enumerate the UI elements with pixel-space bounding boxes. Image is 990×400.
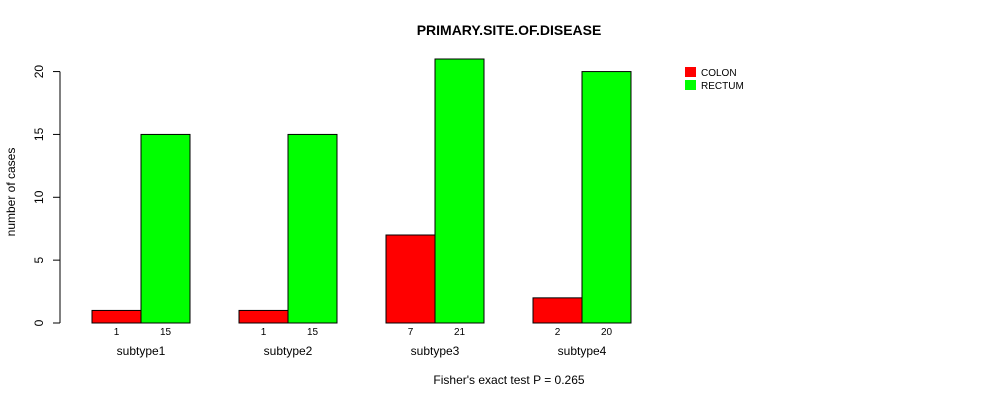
bars-group <box>91 58 632 324</box>
bar-value-label: 15 <box>160 327 172 338</box>
labels-group: 1 15 subtype1 1 15 subtype2 7 21 subtype3 2 20 subt… <box>114 327 613 358</box>
y-axis-label: number of cases <box>4 148 18 237</box>
bar-colon-subtype4 <box>532 297 583 324</box>
bar-value-label: 1 <box>114 327 120 338</box>
legend-label-rectum: RECTUM <box>701 81 744 92</box>
chart-title: PRIMARY.SITE.OF.DISEASE <box>417 22 602 38</box>
x-category-label: subtype2 <box>264 344 313 358</box>
legend: COLON RECTUM <box>685 67 744 92</box>
legend-swatch-colon <box>685 67 696 77</box>
y-tick-label: 5 <box>32 256 46 263</box>
bar-value-label: 7 <box>408 327 414 338</box>
footnote: Fisher's exact test P = 0.265 <box>433 373 584 387</box>
bar-rectum-subtype3 <box>434 58 485 324</box>
y-tick-label: 20 <box>32 65 46 79</box>
bar-rectum-subtype1 <box>140 133 191 324</box>
bar-rectum-subtype2 <box>287 133 338 324</box>
bar-rectum-subtype4 <box>581 71 632 324</box>
y-tick-label: 0 <box>32 319 46 326</box>
y-axis: 0 5 10 15 20 <box>32 65 61 326</box>
legend-swatch-rectum <box>685 80 696 90</box>
bar-value-label: 15 <box>307 327 319 338</box>
bar-value-label: 1 <box>261 327 267 338</box>
x-category-label: subtype1 <box>117 344 166 358</box>
y-tick-label: 10 <box>32 190 46 204</box>
bar-value-label: 2 <box>555 327 561 338</box>
x-category-label: subtype3 <box>411 344 460 358</box>
x-category-label: subtype4 <box>558 344 607 358</box>
bar-value-label: 20 <box>601 327 613 338</box>
bar-value-label: 21 <box>454 327 466 338</box>
bar-colon-subtype3 <box>385 234 436 324</box>
legend-label-colon: COLON <box>701 68 737 79</box>
bar-colon-subtype1 <box>91 309 142 324</box>
y-tick-label: 15 <box>32 127 46 141</box>
bar-colon-subtype2 <box>238 309 289 324</box>
